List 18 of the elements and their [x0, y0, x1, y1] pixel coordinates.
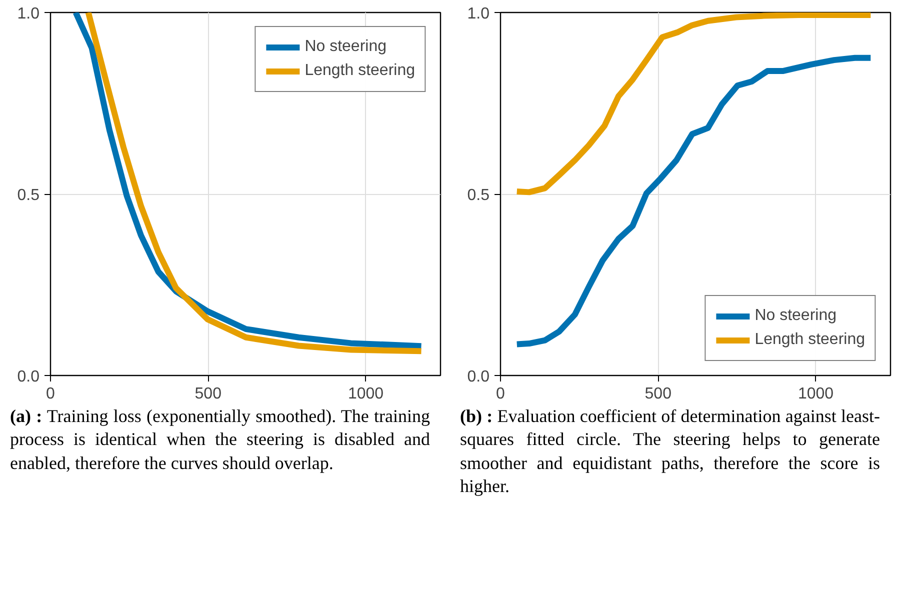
legend-label: No steering: [754, 307, 837, 325]
x-tick-label: 0: [46, 386, 56, 402]
y-tick-label: 0.0: [467, 368, 490, 386]
legend-label: Length steering: [304, 62, 415, 80]
x-tick-label: 0: [496, 386, 506, 402]
text: (a) :: [10, 406, 42, 426]
y-tick-label: 1.0: [467, 6, 490, 22]
x-tick-label: 1000: [348, 386, 384, 402]
x-tick-label: 500: [194, 386, 222, 402]
y-tick-label: 1.0: [17, 6, 40, 22]
y-tick-label: 0.5: [467, 187, 490, 204]
text: (b) :: [460, 406, 493, 426]
x-tick-label: 1000: [798, 386, 834, 402]
legend-label: No steering: [304, 38, 387, 56]
legend-label: Length steering: [754, 331, 865, 349]
y-tick-label: 0.5: [17, 187, 40, 204]
x-tick-label: 500: [644, 386, 672, 402]
y-tick-label: 0.0: [17, 368, 40, 386]
